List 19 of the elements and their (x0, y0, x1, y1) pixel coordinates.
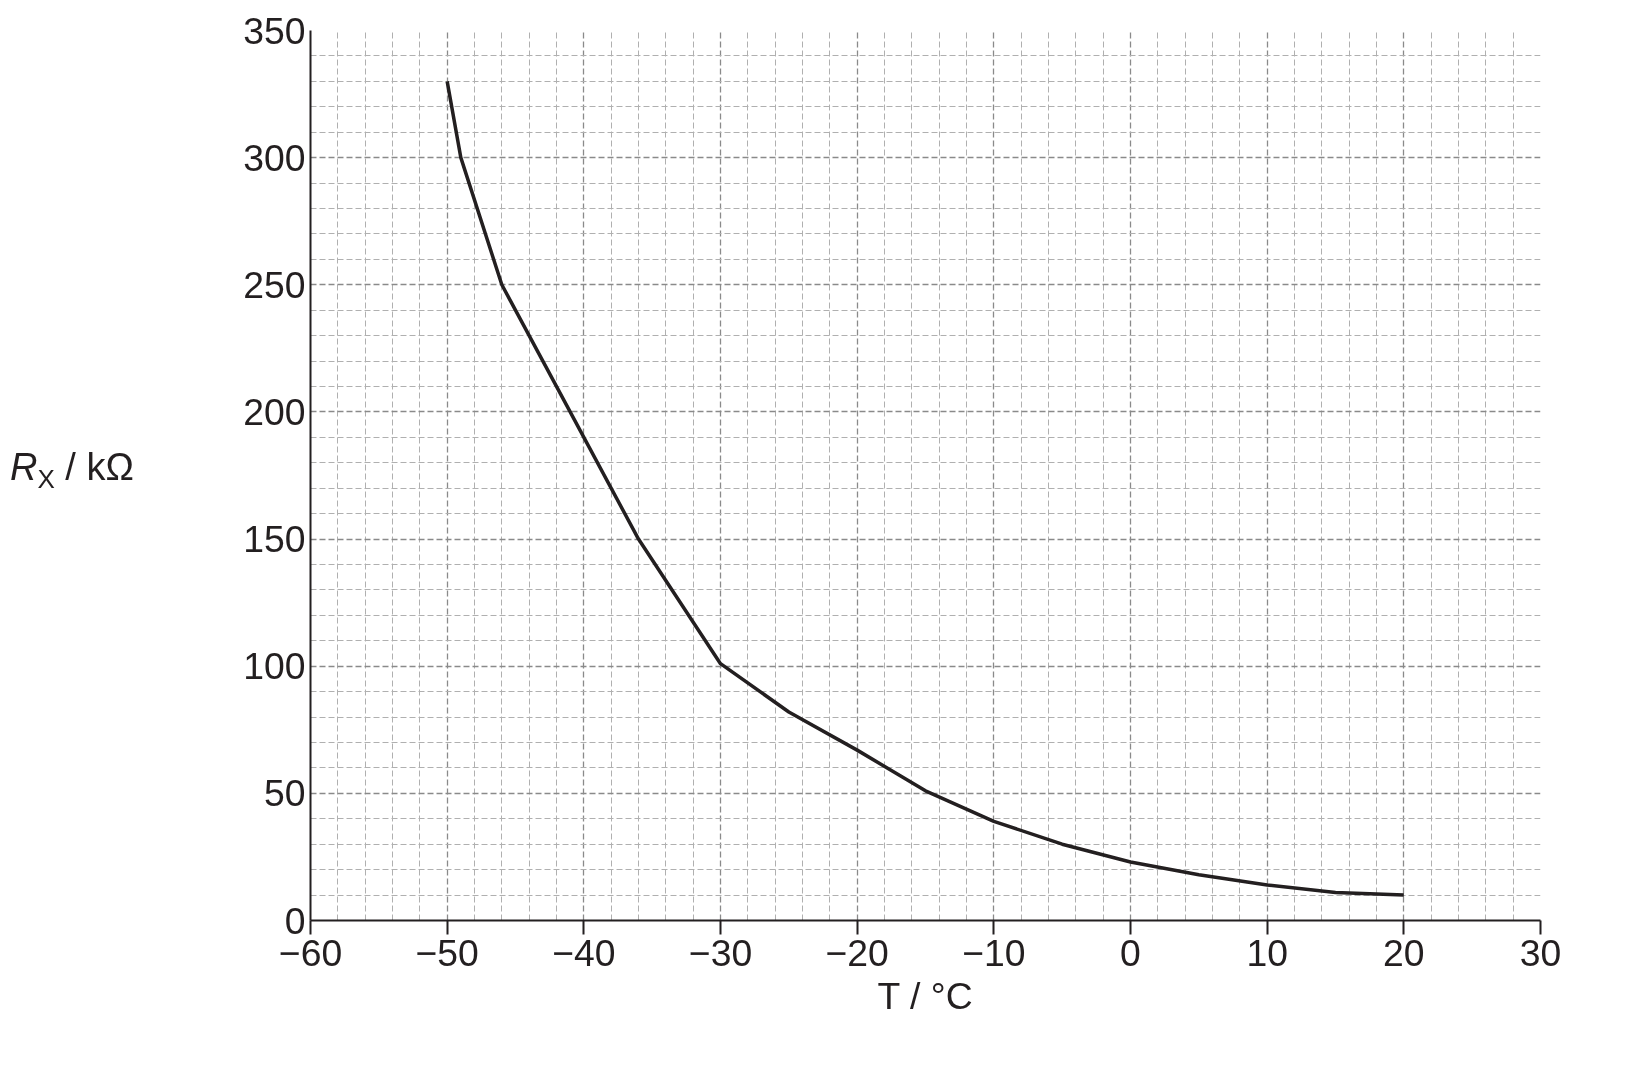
line-series (445, 79, 1406, 897)
y-tick-label: 200 (243, 390, 306, 433)
x-tick-label: −20 (825, 931, 889, 974)
x-tick-label: −10 (962, 931, 1026, 974)
x-tick-label: −40 (552, 931, 616, 974)
x-axis-title: T / °C (877, 974, 973, 1017)
y-tick-label: 350 (243, 9, 306, 52)
y-tick-label: 250 (243, 263, 306, 306)
y-tick-label: 150 (243, 518, 306, 561)
y-axis-title: R$_{X}$ / kΩ (10, 445, 134, 495)
y-tick-label: 50 (263, 772, 306, 815)
y-tick-label: 100 (243, 645, 306, 688)
x-tick-label: 20 (1383, 931, 1425, 974)
y-tick-label: 300 (243, 136, 306, 179)
x-tick-label: 30 (1519, 931, 1562, 974)
x-tick-label: 10 (1246, 931, 1288, 974)
x-tick-label: 0 (1120, 931, 1141, 974)
x-tick-label: −30 (688, 931, 753, 974)
x-tick-label: −50 (415, 931, 479, 974)
